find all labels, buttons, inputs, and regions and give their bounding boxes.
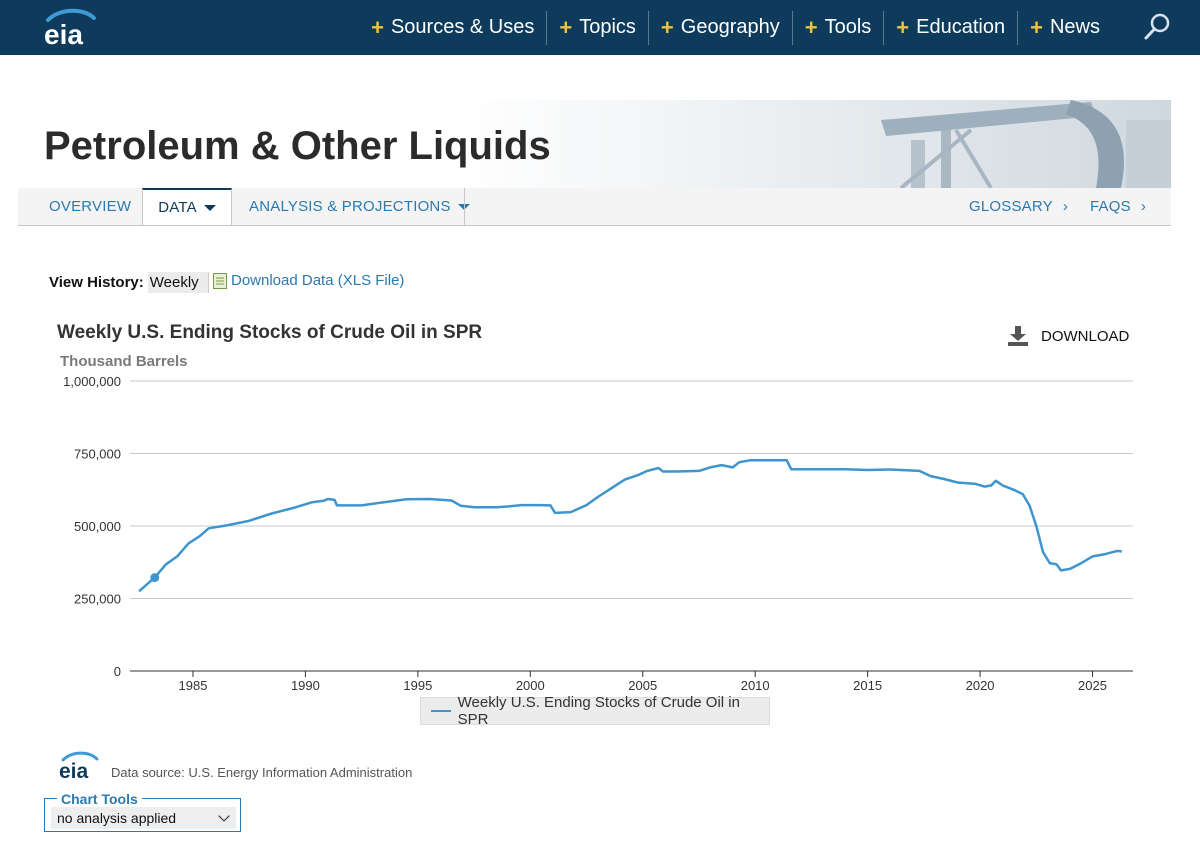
nav-education[interactable]: + Education [883,10,1017,45]
nav-label: News [1049,16,1100,38]
x-tick-label: 1985 [179,678,208,693]
section-banner: Petroleum & Other Liquids [18,100,1171,188]
legend-swatch [431,710,451,712]
nav-topics[interactable]: + Topics [546,10,648,45]
plus-icon: + [804,14,818,40]
search-icon[interactable] [1142,12,1172,42]
chevron-right-icon: › [1140,198,1147,215]
tab-label: DATA [158,199,197,216]
tab-label: ANALYSIS & PROJECTIONS [249,198,451,215]
analysis-select-value: no analysis applied [57,810,177,826]
nav-label: Geography [680,16,780,38]
plus-icon: + [1030,14,1043,40]
analysis-select[interactable]: no analysis applied [51,807,236,829]
x-tick-label: 2020 [966,678,995,693]
tab-overview[interactable]: OVERVIEW [49,188,131,225]
download-label: DOWNLOAD [1041,327,1130,345]
chart-tools-panel: Chart Tools no analysis applied [44,791,241,832]
plus-icon: + [896,14,910,40]
download-data-link[interactable]: Download Data (XLS File) [213,272,404,289]
view-history-label: View History: [49,274,144,291]
tab-faqs[interactable]: FAQS › [1090,188,1146,225]
main-nav: + Sources & Uses + Topics + Geography + Tool… [359,0,1112,55]
spreadsheet-icon [213,272,227,289]
x-tick-label: 1990 [291,678,320,693]
x-tick-label: 2015 [853,678,882,693]
plus-icon: + [559,14,573,40]
nav-geography[interactable]: + Geography [647,10,792,45]
x-tick-label: 2025 [1078,678,1107,693]
tab-label: GLOSSARY [969,198,1053,215]
x-tick-label: 2000 [516,678,545,693]
chart-legend[interactable]: Weekly U.S. Ending Stocks of Crude Oil i… [420,694,770,728]
caret-down-icon [457,203,470,210]
tab-data[interactable]: DATA [142,188,232,225]
chart-title: Weekly U.S. Ending Stocks of Crude Oil i… [57,322,483,343]
y-tick-label: 500,000 [74,519,121,534]
nav-tools[interactable]: + Tools [791,10,884,45]
tab-analysis-projections[interactable]: ANALYSIS & PROJECTIONS [249,188,470,225]
y-tick-label: 250,000 [74,592,121,607]
chart-download-button[interactable]: DOWNLOAD [1007,326,1129,346]
series-marker [150,573,160,583]
tab-label: FAQS [1090,198,1131,215]
eia-source-logo: eia [59,751,99,780]
svg-text:eia: eia [44,19,83,48]
y-tick-label: 750,000 [74,447,121,462]
svg-text:eia: eia [59,760,89,780]
nav-label: Tools [824,16,872,38]
x-tick-label: 2005 [628,678,657,693]
x-tick-label: 1995 [403,678,432,693]
download-icon [1008,326,1028,346]
eia-logo[interactable]: eia [40,6,100,48]
nav-label: Topics [579,16,636,38]
section-tab-bar: OVERVIEW DATA ANALYSIS & PROJECTIONS GLO… [18,188,1171,226]
oil-pump-illustration [881,100,1171,188]
view-history-selector[interactable]: Weekly [147,272,209,293]
plus-icon: + [660,14,674,40]
x-tick-label: 2010 [741,678,770,693]
tab-glossary[interactable]: GLOSSARY › [969,188,1068,225]
plus-icon: + [371,14,384,40]
y-tick-label: 1,000,000 [63,374,121,389]
chevron-right-icon: › [1062,198,1069,215]
tab-label: OVERVIEW [49,198,132,215]
nav-news[interactable]: + News [1017,10,1112,45]
chevron-down-icon [218,810,230,822]
view-history: View History: Weekly [49,272,209,293]
y-tick-label: 0 [114,664,121,679]
series-line [138,458,1122,593]
chart-tools-label: Chart Tools [57,791,142,807]
legend-label: Weekly U.S. Ending Stocks of Crude Oil i… [457,694,740,728]
caret-down-icon [203,204,216,211]
chart-y-unit: Thousand Barrels [60,353,188,370]
nav-label: Sources & Uses [390,16,535,38]
tab-divider [464,188,465,225]
nav-sources-uses[interactable]: + Sources & Uses [359,11,546,45]
nav-label: Education [916,16,1006,38]
download-data-label: Download Data (XLS File) [231,272,405,289]
data-source-text: Data source: U.S. Energy Information Adm… [111,765,413,780]
top-nav-bar: eia + Sources & Uses + Topics + Geography +… [0,0,1200,55]
page-title: Petroleum & Other Liquids [44,124,551,168]
stocks-line-chart: 0 250,000 500,000 750,000 1,000,000 1985 1990 1… [63,374,1133,693]
